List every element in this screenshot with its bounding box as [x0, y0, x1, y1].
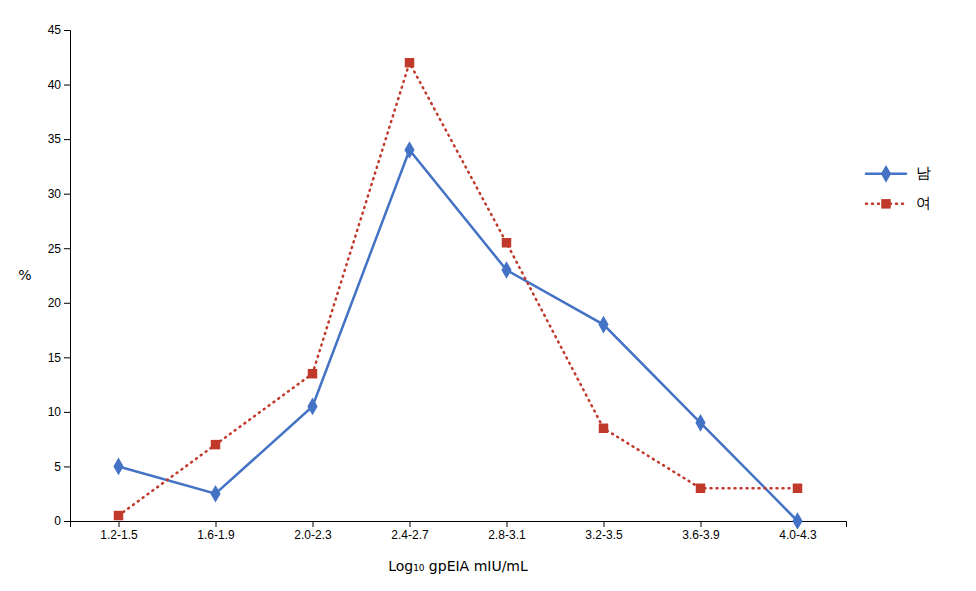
series-marker	[695, 414, 705, 432]
series	[113, 141, 802, 529]
y-tick-mark	[64, 466, 70, 467]
y-tick-mark	[64, 139, 70, 140]
x-tick-label: 2.0-2.3	[294, 528, 332, 542]
x-tick-mark	[119, 521, 120, 527]
series-marker	[405, 58, 414, 67]
data-layer	[113, 58, 802, 529]
x-tick-mark	[604, 521, 605, 527]
series-marker	[307, 398, 317, 416]
y-tick: 30	[48, 187, 70, 201]
legend-label: 여	[916, 194, 931, 212]
series-line	[119, 150, 798, 521]
x-tick-mark	[410, 521, 411, 527]
legend-marker	[881, 165, 891, 183]
x-tick: 2.8-3.1	[488, 521, 526, 542]
x-axis-line	[71, 522, 847, 528]
y-tick: 25	[48, 242, 70, 256]
y-tick-label: 20	[48, 296, 62, 310]
series-marker	[404, 141, 414, 159]
y-tick: 15	[48, 351, 70, 365]
y-tick: 5	[54, 460, 70, 474]
y-tick: 45	[48, 23, 70, 37]
y-tick-label: 30	[48, 187, 62, 201]
x-tick: 2.4-2.7	[391, 521, 429, 542]
legend-marker	[881, 199, 890, 208]
series-marker	[210, 485, 220, 503]
y-tick-mark	[64, 194, 70, 195]
x-tick-label: 2.4-2.7	[391, 528, 429, 542]
x-tick-label: 2.8-3.1	[488, 528, 526, 542]
x-tick-label: 3.2-3.5	[585, 528, 623, 542]
y-tick-label: 10	[48, 405, 62, 419]
series-marker	[113, 458, 123, 476]
x-tick-mark	[701, 521, 702, 527]
y-tick-label: 35	[48, 132, 62, 146]
y-axis-title: %	[18, 267, 31, 283]
legend-item: 여	[866, 194, 931, 212]
series	[114, 58, 802, 520]
x-tick-label: 1.6-1.9	[197, 528, 235, 542]
y-tick-label: 40	[48, 78, 62, 92]
y-tick-mark	[64, 521, 70, 522]
y-tick-label: 45	[48, 23, 62, 37]
y-tick-mark	[64, 30, 70, 31]
x-tick: 3.2-3.5	[585, 521, 623, 542]
x-tick: 2.0-2.3	[294, 521, 332, 542]
y-tick-label: 15	[48, 351, 62, 365]
y-tick-label: 0	[54, 514, 61, 528]
series-marker	[502, 238, 511, 247]
y-tick-mark	[64, 85, 70, 86]
y-tick-mark	[64, 412, 70, 413]
series-line	[119, 63, 798, 516]
x-tick-label: 4.0-4.3	[779, 528, 817, 542]
series-marker	[114, 511, 123, 520]
y-tick: 10	[48, 405, 70, 419]
y-axis-line	[64, 31, 71, 522]
legend-item: 남	[866, 164, 931, 182]
series-marker	[696, 484, 705, 493]
series-marker	[211, 440, 220, 449]
series-marker	[308, 369, 317, 378]
x-tick: 1.6-1.9	[197, 521, 235, 542]
series-marker	[793, 484, 802, 493]
chart: 1.2-1.5 1.6-1.9 2.0-2.3 2.4-2.7 2.8-3.1 3.2-3…	[0, 0, 976, 591]
y-tick-label: 5	[54, 460, 61, 474]
y-tick-mark	[64, 248, 70, 249]
x-tick-label: 3.6-3.9	[682, 528, 720, 542]
y-tick: 40	[48, 78, 70, 92]
series-marker	[792, 512, 802, 529]
x-tick: 1.2-1.5	[100, 521, 138, 542]
x-tick-mark	[313, 521, 314, 527]
plot: 1.2-1.5 1.6-1.9 2.0-2.3 2.4-2.7 2.8-3.1 3.2-3…	[48, 23, 847, 541]
x-axis: 1.2-1.5 1.6-1.9 2.0-2.3 2.4-2.7 2.8-3.1 3.2-3…	[71, 521, 847, 542]
y-tick: 35	[48, 132, 70, 146]
y-tick-mark	[64, 303, 70, 304]
x-axis-title: Log₁₀ gpEIA mIU/mL	[388, 558, 528, 574]
y-tick-mark	[64, 357, 70, 358]
legend: 남여	[866, 164, 931, 212]
legend-label: 남	[916, 164, 931, 182]
y-tick-label: 25	[48, 242, 62, 256]
x-tick-mark	[216, 521, 217, 527]
series-marker	[599, 424, 608, 433]
series-marker	[501, 261, 511, 279]
x-tick: 3.6-3.9	[682, 521, 720, 542]
y-tick: 0	[54, 514, 70, 528]
y-tick: 20	[48, 296, 70, 310]
y-axis: 0 5 10 15 20 25 30 35 40 45	[48, 23, 71, 528]
x-tick-label: 1.2-1.5	[100, 528, 138, 542]
series-marker	[598, 316, 608, 334]
x-tick-mark	[507, 521, 508, 527]
